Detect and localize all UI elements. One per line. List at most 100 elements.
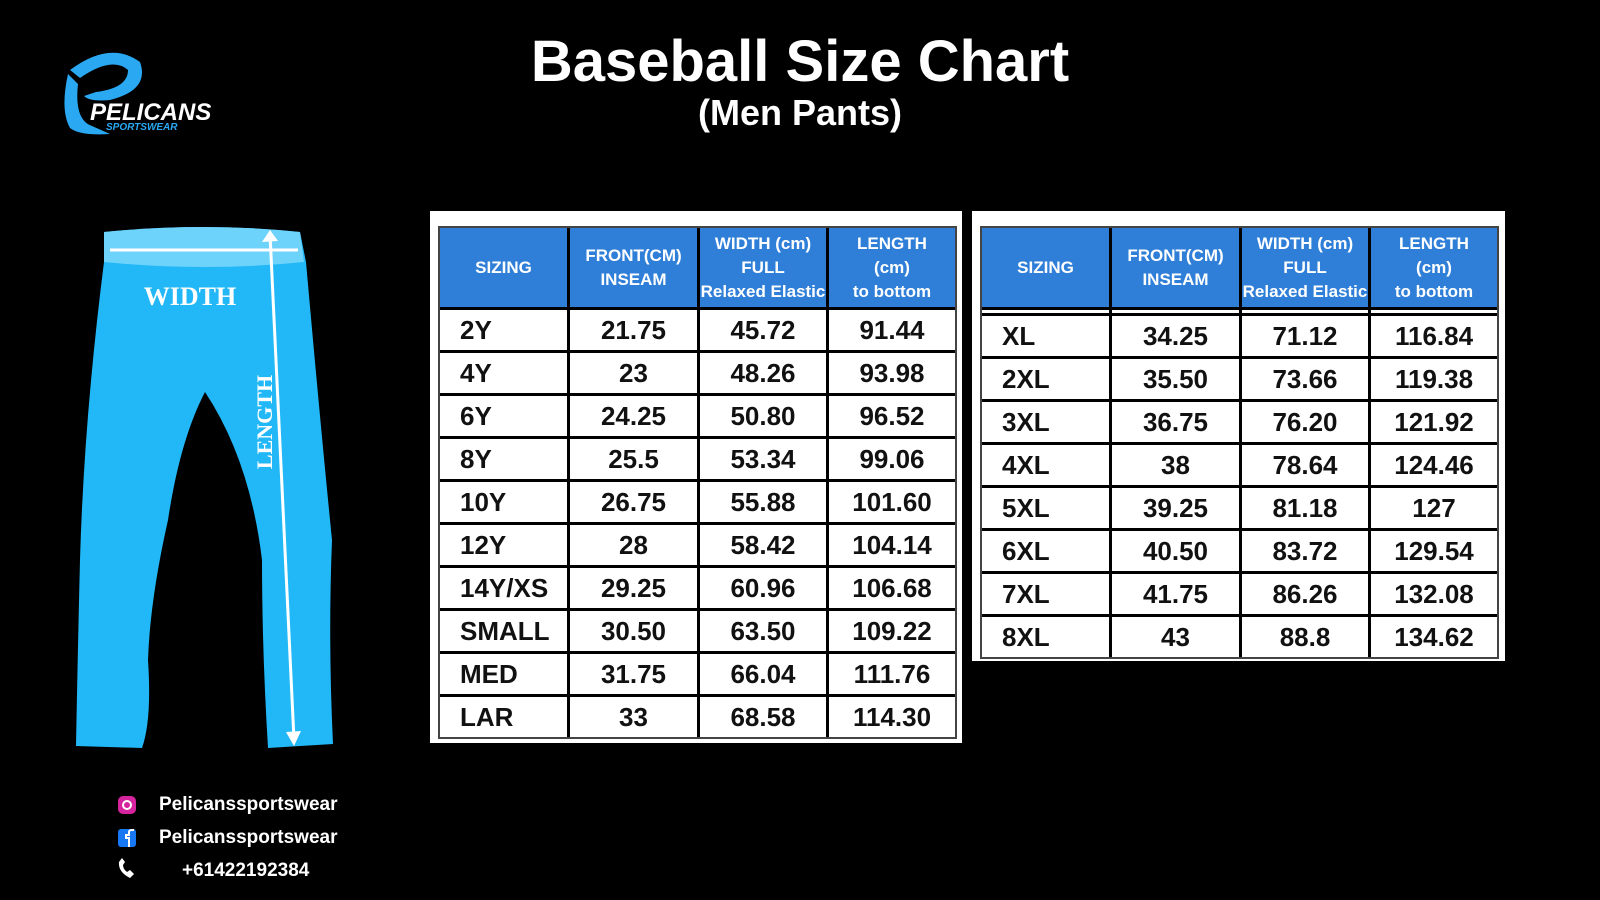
size-table: SIZING FRONT(CM) INSEAM WIDTH (cm) FULL Relax… (438, 226, 957, 739)
table-cell: 104.14 (829, 525, 955, 565)
phone-icon (118, 858, 134, 878)
width-label: WIDTH (144, 282, 236, 311)
pants: WIDTH LENGTH (76, 227, 333, 748)
table-cell: 4Y (440, 353, 567, 393)
table-cell: 38 (1112, 445, 1239, 485)
table-cell: 101.60 (829, 482, 955, 522)
table-cell: 3XL (982, 402, 1109, 442)
artwork: PELICANS SPORTSWEAR WIDTH LENGTH (64, 52, 333, 878)
table-cell: 23 (570, 353, 697, 393)
table-cell: 116.84 (1371, 316, 1497, 356)
table-cell: 106.68 (829, 568, 955, 608)
header-line: WIDTH (cm) (714, 233, 812, 253)
table-cell: 43 (1112, 617, 1239, 657)
header-line: to bottom (852, 281, 932, 301)
table-cell: 63.50 (700, 611, 826, 651)
table-cell: 114.30 (829, 697, 955, 737)
instagram-icon (118, 796, 136, 814)
table-cell: 10Y (440, 482, 567, 522)
table-cell: 129.54 (1371, 531, 1497, 571)
header-cell: SIZING (440, 228, 567, 307)
table-cell: 55.88 (700, 482, 826, 522)
header-line: Relaxed Elastic (700, 281, 826, 301)
table-cell: MED (440, 654, 567, 694)
header-line: SIZING (475, 257, 532, 277)
table-cell: 86.26 (1242, 574, 1368, 614)
table-cell: 35.50 (1112, 359, 1239, 399)
table-cell: 78.64 (1242, 445, 1368, 485)
table-cell: 93.98 (829, 353, 955, 393)
table-cell: 33 (570, 697, 697, 737)
table-cell: 58.42 (700, 525, 826, 565)
logo: PELICANS SPORTSWEAR (64, 52, 211, 135)
table-cell: 124.46 (1371, 445, 1497, 485)
header-line: FULL (1283, 257, 1327, 277)
contact: Pelicanssportswear (159, 794, 338, 815)
table-cell: 68.58 (700, 697, 826, 737)
table-cell: 14Y/XS (440, 568, 567, 608)
contact: Pelicanssportswear (159, 827, 338, 848)
logo-tagline: SPORTSWEAR (106, 122, 178, 133)
header-line: to bottom (1394, 281, 1474, 301)
header-line: INSEAM (600, 269, 667, 289)
table-cell: 21.75 (570, 310, 697, 350)
header-line: (cm) (874, 257, 910, 277)
table-cell: 34.25 (1112, 316, 1239, 356)
table-cell: 24.25 (570, 396, 697, 436)
table-cell: 8XL (982, 617, 1109, 657)
table-cell: 4XL (982, 445, 1109, 485)
table-cell: 29.25 (570, 568, 697, 608)
size-table: SIZING FRONT(CM) INSEAM WIDTH (cm) FULL Relax… (980, 226, 1499, 659)
table-cell: 45.72 (700, 310, 826, 350)
table-cell: 99.06 (829, 439, 955, 479)
header-line: LENGTH (1399, 233, 1469, 253)
table-cell: 81.18 (1242, 488, 1368, 528)
logo-name: PELICANS (90, 99, 211, 126)
spacer-cell (1371, 310, 1497, 313)
table-cell: 83.72 (1242, 531, 1368, 571)
header-line: Relaxed Elastic (1242, 281, 1368, 301)
table-cell: 6Y (440, 396, 567, 436)
table-cell: 109.22 (829, 611, 955, 651)
spacer-cell (982, 310, 1109, 313)
facebook-icon (125, 829, 134, 847)
table-cell: SMALL (440, 611, 567, 651)
table-cell: 31.75 (570, 654, 697, 694)
table-cell: 127 (1371, 488, 1497, 528)
table-cell: LAR (440, 697, 567, 737)
pants-shape (76, 227, 333, 748)
table-cell: 88.8 (1242, 617, 1368, 657)
header-cell: WIDTH (cm) FULL Relaxed Elastic (700, 228, 826, 307)
length-arrow (268, 233, 296, 741)
logo-swoosh (70, 52, 142, 101)
table-cell: 30.50 (570, 611, 697, 651)
header-line: LENGTH (857, 233, 927, 253)
table-cell: 7XL (982, 574, 1109, 614)
spacer-cell (1242, 310, 1368, 313)
table-cell: 132.08 (1371, 574, 1497, 614)
table-cell: 25.5 (570, 439, 697, 479)
header-line: (cm) (1416, 257, 1452, 277)
header-cell: WIDTH (cm) FULL Relaxed Elastic (1242, 228, 1368, 307)
header-line: FULL (741, 257, 785, 277)
arrow-head (262, 230, 278, 242)
header-cell: LENGTH (cm) to bottom (829, 228, 955, 307)
waistband (104, 227, 304, 267)
title: Baseball Size Chart (530, 29, 1070, 94)
table-cell: 39.25 (1112, 488, 1239, 528)
table-cell: 111.76 (829, 654, 955, 694)
contact: +61422192384 (182, 860, 310, 881)
table-cell: 119.38 (1371, 359, 1497, 399)
header-line: FRONT(CM) (1127, 245, 1224, 265)
header-cell: FRONT(CM) INSEAM (1112, 228, 1239, 307)
instagram-icon (122, 800, 132, 810)
header-line: WIDTH (cm) (1256, 233, 1354, 253)
table-cell: 26.75 (570, 482, 697, 522)
table-cell: 66.04 (700, 654, 826, 694)
arrow-head (286, 731, 301, 746)
table-cell: 5XL (982, 488, 1109, 528)
table-cell: 50.80 (700, 396, 826, 436)
table-cell: 73.66 (1242, 359, 1368, 399)
logo-swoosh (64, 74, 110, 135)
